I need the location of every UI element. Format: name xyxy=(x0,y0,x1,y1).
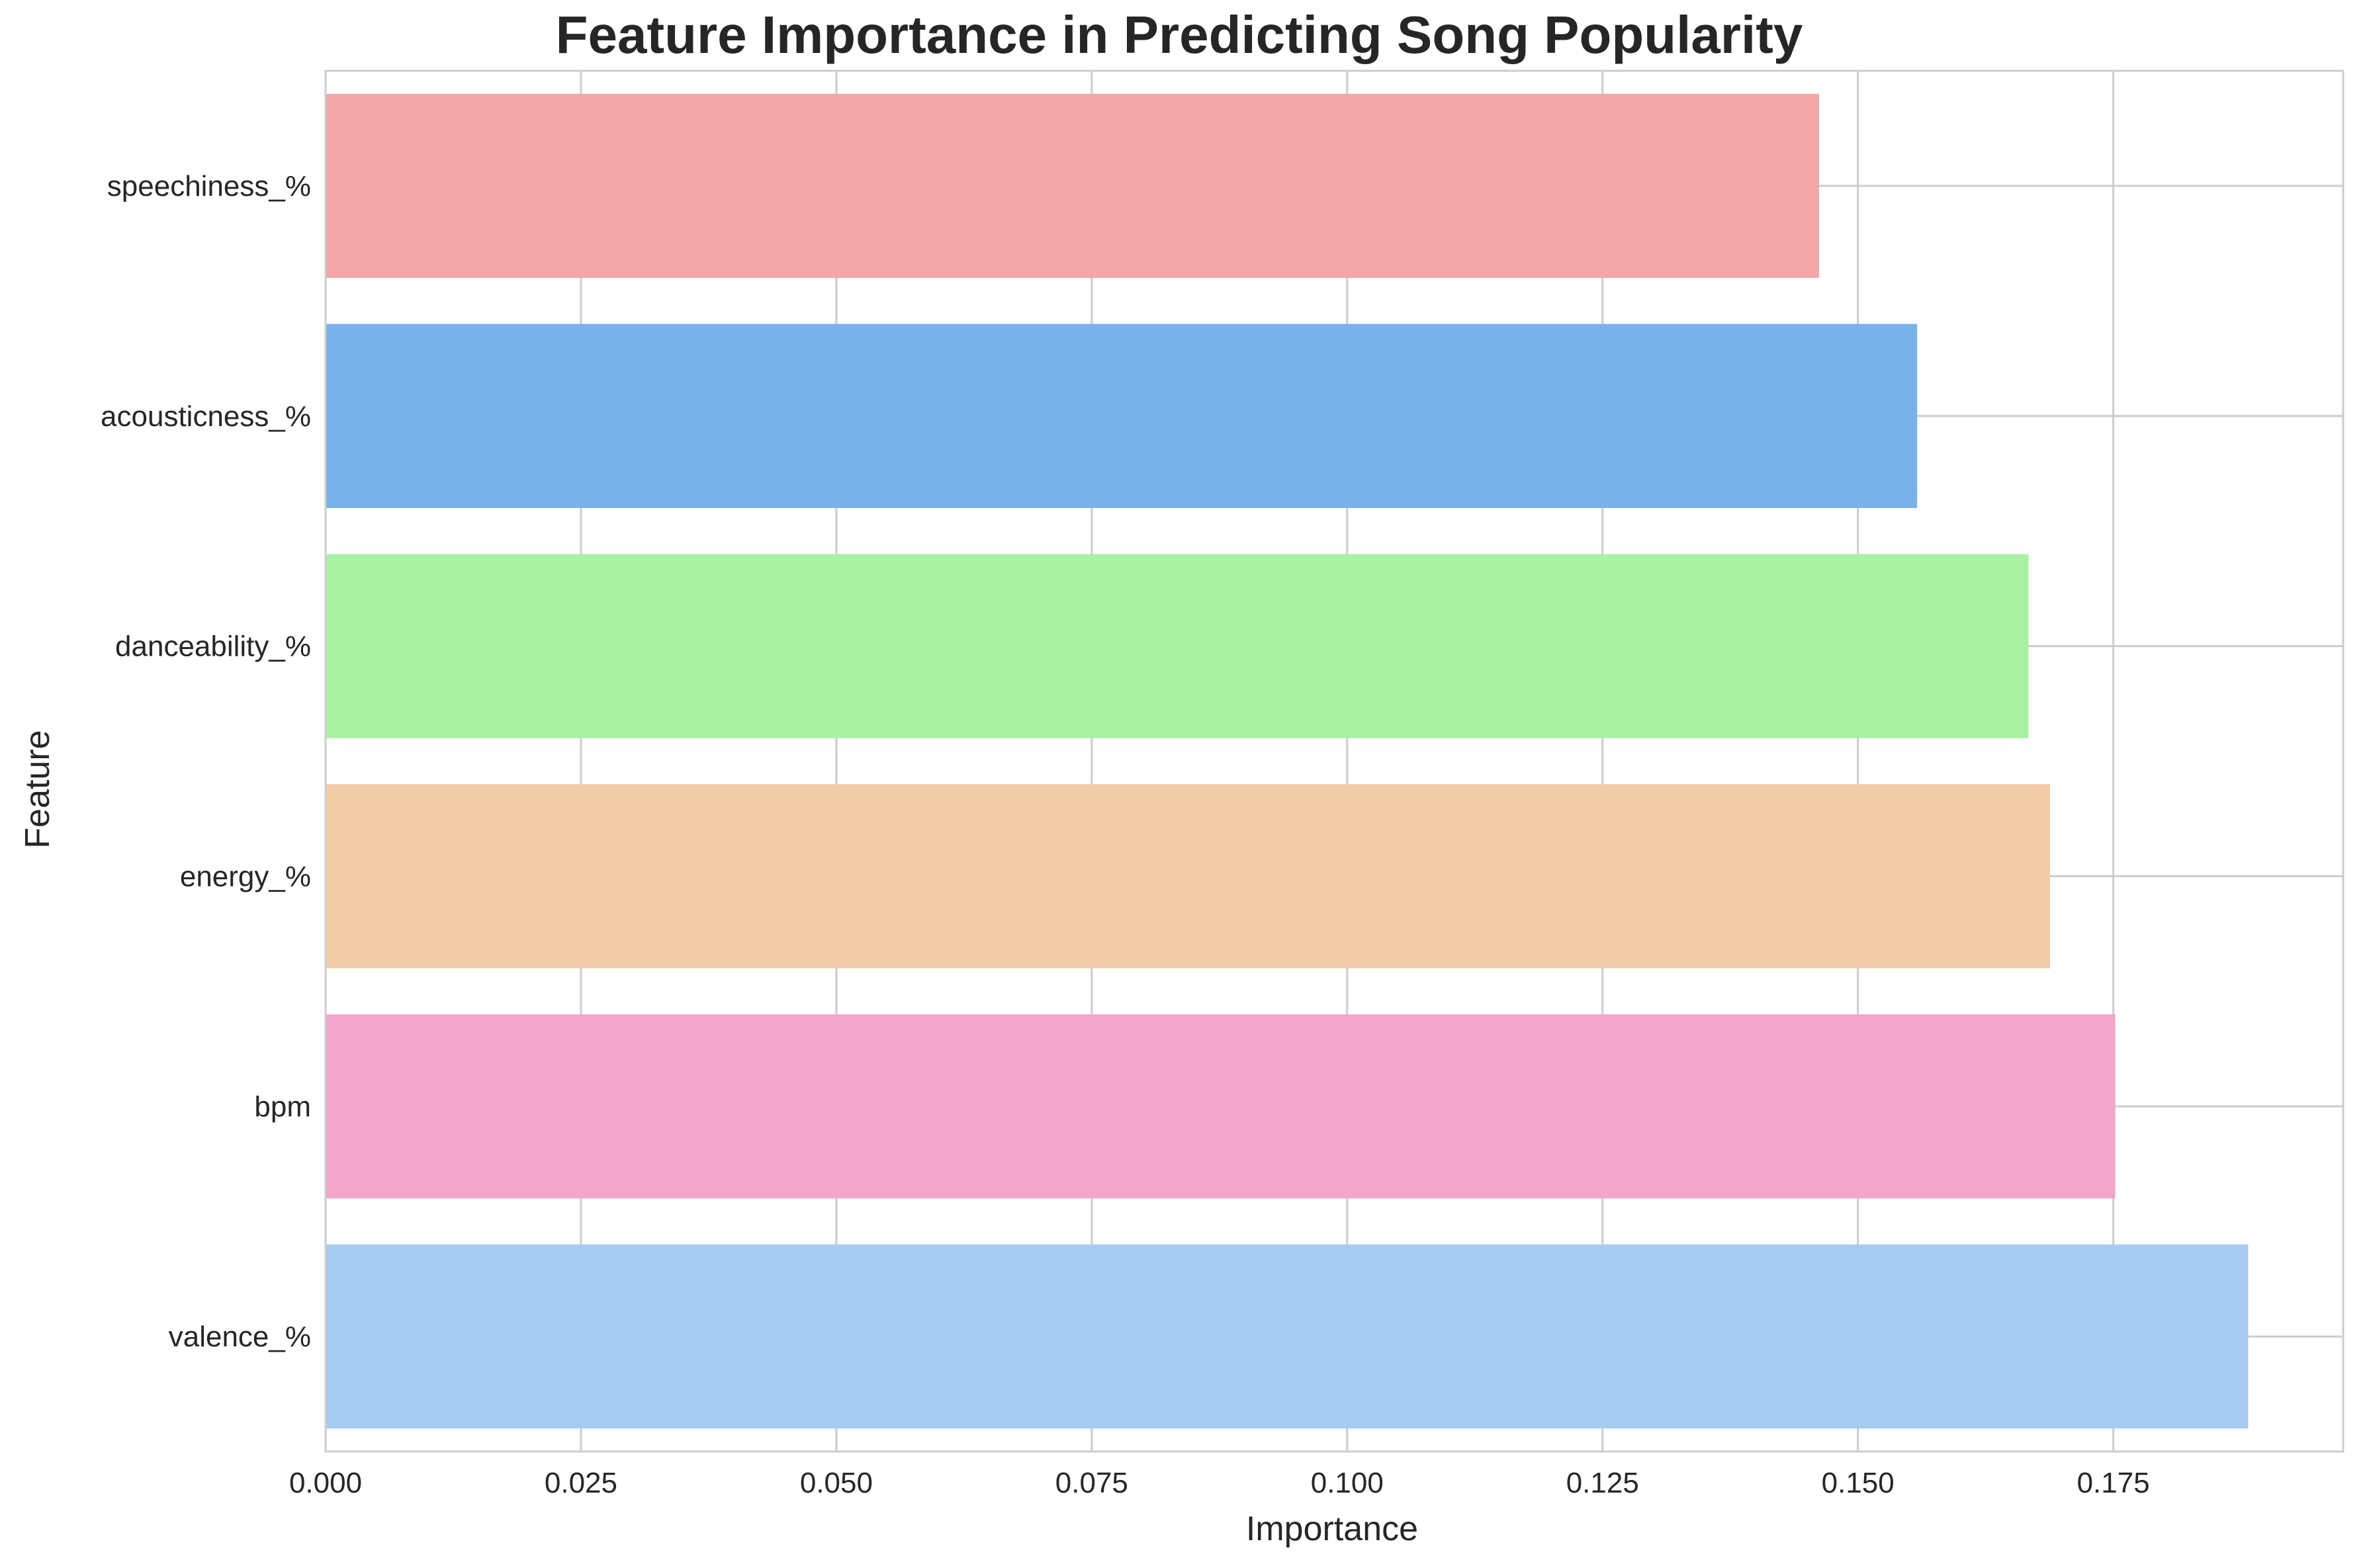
chart-title: Feature Importance in Predicting Song Po… xyxy=(556,5,1803,64)
x-tick-label: 0.050 xyxy=(800,1467,873,1499)
bars-layer xyxy=(326,93,2249,1429)
x-axis-label: Importance xyxy=(1246,1510,1418,1548)
y-axis-label: Feature xyxy=(19,730,57,848)
x-tick-label: 0.075 xyxy=(1055,1467,1128,1499)
bar-danceability xyxy=(326,554,2029,738)
plot-frame xyxy=(324,69,2344,1453)
x-tick-label: 0.175 xyxy=(2077,1467,2150,1499)
y-tick-label: danceability_% xyxy=(115,631,311,663)
y-tick-label: energy_% xyxy=(180,860,311,893)
x-tick-label: 0.125 xyxy=(1566,1467,1639,1499)
y-tick-labels: speechiness_% acousticness_% danceability_… xyxy=(101,170,311,1353)
x-tick-label: 0.025 xyxy=(545,1467,617,1499)
bar-speechiness xyxy=(326,93,1820,279)
x-tick-label: 0.150 xyxy=(1822,1467,1895,1499)
x-tick-labels: 0.000 0.025 0.050 0.075 0.100 0.125 0.150 0.175 xyxy=(289,1467,2150,1499)
y-tick-label: speechiness_% xyxy=(107,170,311,202)
bar-energy xyxy=(326,784,2050,969)
y-tick-label: valence_% xyxy=(169,1321,311,1353)
y-tick-label: bpm xyxy=(254,1090,311,1123)
bar-bpm xyxy=(326,1014,2116,1199)
bar-acousticness xyxy=(326,324,1918,508)
bar-valence xyxy=(326,1244,2249,1429)
x-tick-label: 0.100 xyxy=(1311,1467,1384,1499)
y-tick-label: acousticness_% xyxy=(101,400,311,433)
x-tick-label: 0.000 xyxy=(289,1467,362,1499)
